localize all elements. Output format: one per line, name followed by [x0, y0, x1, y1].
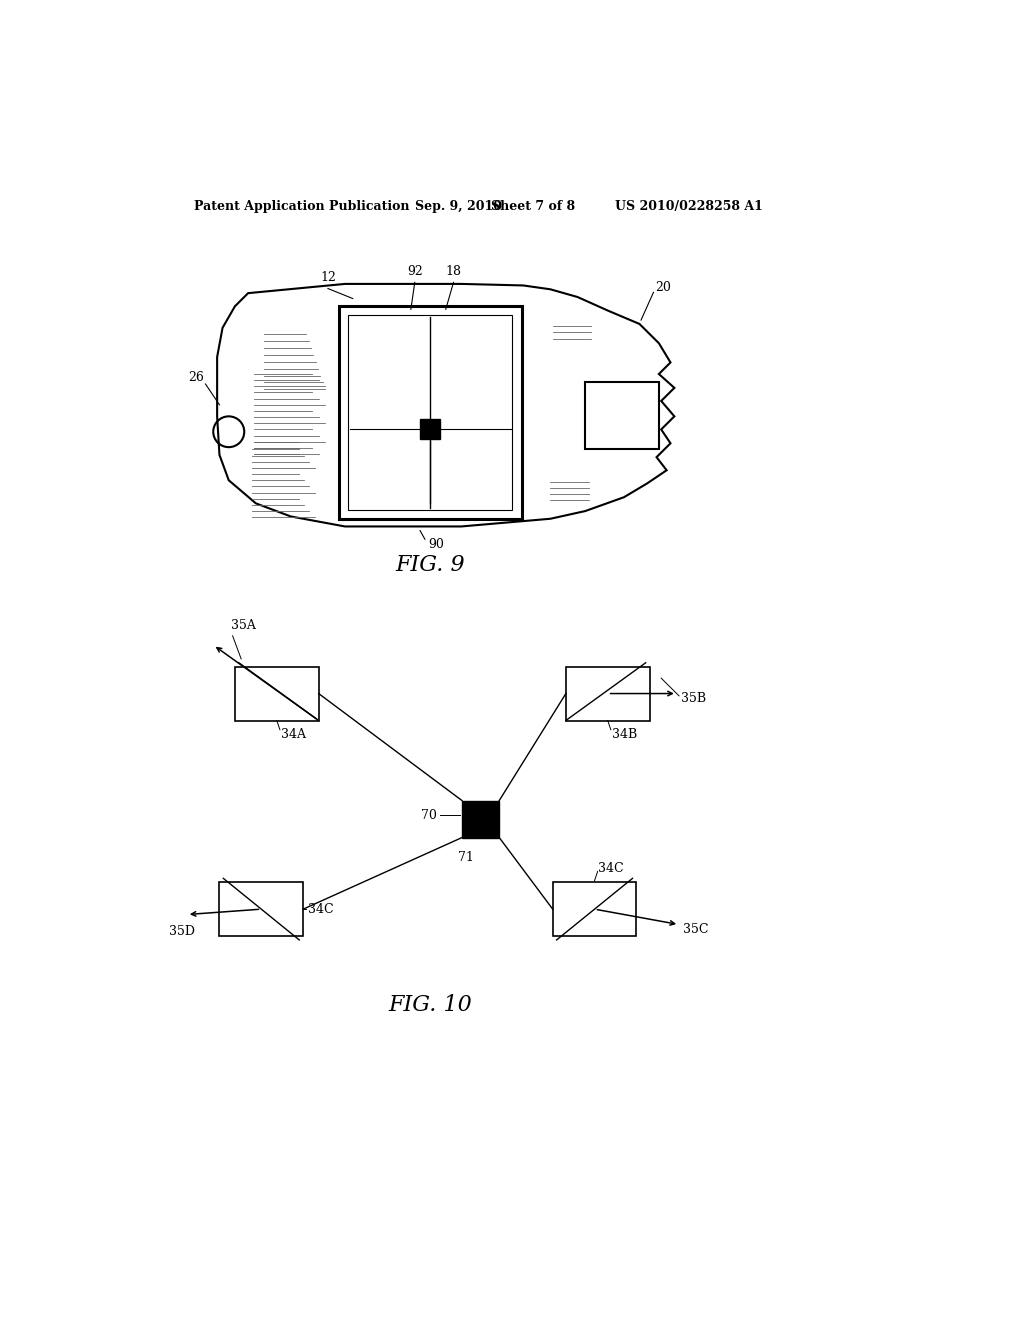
Text: 35D: 35D [169, 924, 196, 937]
Text: 92: 92 [407, 265, 423, 277]
Text: FIG. 9: FIG. 9 [395, 554, 465, 576]
Text: 12: 12 [321, 271, 336, 284]
Text: 26: 26 [188, 371, 204, 384]
Bar [348, 315, 512, 510]
Text: 90: 90 [429, 539, 444, 552]
Bar [234, 667, 318, 721]
Text: 35B: 35B [681, 693, 706, 705]
Text: 35A: 35A [231, 619, 256, 632]
Text: 34B: 34B [611, 727, 637, 741]
Text: 20: 20 [655, 281, 671, 294]
Bar [586, 381, 658, 449]
Text: 35C: 35C [683, 924, 709, 936]
Bar [420, 420, 440, 440]
Text: 34A: 34A [281, 727, 306, 741]
Text: 70: 70 [421, 809, 437, 822]
Bar [462, 800, 500, 838]
Bar [553, 882, 636, 936]
Bar [566, 667, 649, 721]
Text: 34C: 34C [308, 903, 334, 916]
Text: 34C: 34C [598, 862, 624, 875]
Text: 18: 18 [445, 265, 462, 277]
Text: Sep. 9, 2010: Sep. 9, 2010 [415, 199, 502, 213]
Text: Sheet 7 of 8: Sheet 7 of 8 [490, 199, 574, 213]
Text: Patent Application Publication: Patent Application Publication [194, 199, 410, 213]
Bar [219, 882, 303, 936]
Text: FIG. 10: FIG. 10 [388, 994, 472, 1016]
Text: 71: 71 [458, 851, 474, 865]
Text: US 2010/0228258 A1: US 2010/0228258 A1 [614, 199, 763, 213]
Bar [339, 306, 521, 519]
